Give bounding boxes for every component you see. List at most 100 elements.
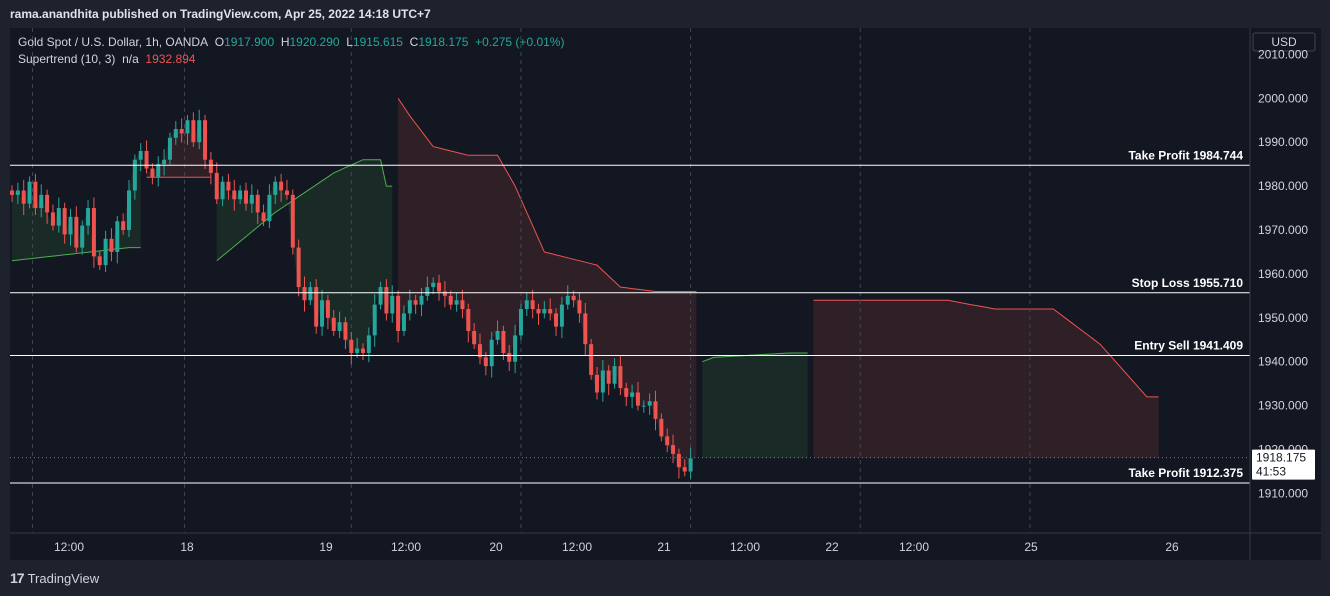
candle-body — [407, 300, 412, 314]
y-tick: 1970.000 — [1258, 223, 1308, 237]
candle — [320, 289, 325, 336]
candle — [302, 276, 307, 312]
candle-body — [466, 309, 471, 331]
candle-body — [50, 212, 55, 226]
candle-body — [501, 331, 506, 353]
level-lines: Take Profit 1984.744 Stop Loss 1955.710 En… — [10, 148, 1250, 484]
x-tick: 18 — [180, 540, 194, 554]
footer-brand[interactable]: TradingView — [27, 570, 100, 586]
candle — [185, 114, 190, 145]
candle-body — [267, 194, 272, 222]
candle-body — [361, 348, 365, 353]
close-value: 1918.175 — [418, 35, 469, 49]
candle — [244, 182, 248, 211]
candle — [559, 296, 564, 339]
supertrend-fill-3 — [398, 98, 697, 472]
candle — [50, 204, 55, 231]
candle — [507, 345, 512, 371]
candle — [279, 173, 284, 202]
y-tick: 1950.000 — [1258, 311, 1308, 325]
candle-body — [150, 168, 155, 178]
candle — [150, 163, 155, 185]
candle — [530, 289, 535, 319]
indicator-value: 1932.894 — [145, 52, 196, 66]
candle — [127, 179, 131, 238]
candle — [238, 185, 243, 205]
candle — [255, 189, 260, 224]
candle-body — [524, 300, 529, 310]
x-tick: 25 — [1024, 540, 1038, 554]
candle — [132, 154, 137, 200]
candle — [86, 200, 91, 235]
candle — [647, 393, 652, 415]
candle-body — [559, 304, 564, 327]
x-tick: 20 — [489, 540, 503, 554]
price-chart[interactable]: Take Profit 1984.744 Stop Loss 1955.710 En… — [10, 28, 1321, 560]
candle-body — [203, 120, 208, 160]
candle-body — [349, 339, 354, 353]
candle — [203, 114, 208, 169]
candle-body — [10, 190, 14, 195]
footer: 17 TradingView — [10, 568, 99, 588]
candle — [361, 343, 365, 360]
candle-body — [460, 300, 465, 310]
publish-info: rama.anandhita published on TradingView.… — [10, 7, 431, 21]
candle — [548, 298, 553, 321]
candle — [39, 184, 44, 218]
candle-body — [308, 287, 313, 301]
indicator-title[interactable]: Supertrend (10, 3) — [18, 52, 116, 66]
candle — [68, 208, 73, 246]
candle — [144, 140, 149, 174]
candle — [460, 289, 465, 319]
candle — [676, 448, 681, 479]
candle-body — [589, 344, 594, 375]
candle — [577, 292, 582, 323]
candle — [688, 447, 693, 479]
candle-body — [156, 164, 161, 178]
candle — [27, 176, 32, 209]
candle-body — [33, 181, 38, 209]
candle-body — [86, 208, 91, 226]
x-tick: 12:00 — [730, 540, 760, 554]
candle-body — [173, 129, 178, 138]
x-tick: 12:00 — [391, 540, 421, 554]
candle — [466, 303, 471, 343]
symbol-title[interactable]: Gold Spot / U.S. Dollar, 1h, OANDA — [18, 35, 209, 49]
candle — [290, 189, 295, 255]
candle — [366, 327, 371, 363]
open-label: O — [214, 35, 225, 49]
chart-legend: Gold Spot / U.S. Dollar, 1h, OANDA O1917… — [18, 34, 564, 68]
candle — [191, 112, 196, 148]
candle — [495, 320, 500, 345]
chart-panel[interactable] — [10, 28, 1321, 560]
candle — [600, 359, 605, 402]
candle-body — [565, 295, 570, 305]
candle-body — [454, 300, 459, 305]
candle-body — [220, 181, 225, 200]
candle-body — [232, 190, 237, 200]
candle — [261, 204, 266, 227]
candle-body — [595, 374, 599, 393]
candle — [220, 176, 225, 207]
candle — [659, 413, 664, 442]
candle-body — [208, 159, 213, 173]
candle-body — [419, 295, 424, 305]
price-badge-countdown: 41:53 — [1256, 465, 1286, 479]
candle — [273, 176, 278, 205]
candle — [21, 179, 26, 216]
candle — [682, 459, 687, 477]
candle — [448, 290, 453, 310]
candle — [489, 331, 494, 378]
candle-body — [431, 282, 436, 288]
low-label: L — [346, 35, 353, 49]
candle — [431, 277, 436, 295]
candle — [635, 381, 640, 411]
candle — [121, 213, 126, 235]
supertrend-line-3 — [397, 98, 697, 292]
candle — [618, 355, 623, 396]
tradingview-logo-icon[interactable]: 17 — [10, 570, 25, 586]
candle-body — [179, 129, 184, 134]
currency-box[interactable] — [1252, 32, 1316, 52]
candle-body — [542, 309, 547, 314]
